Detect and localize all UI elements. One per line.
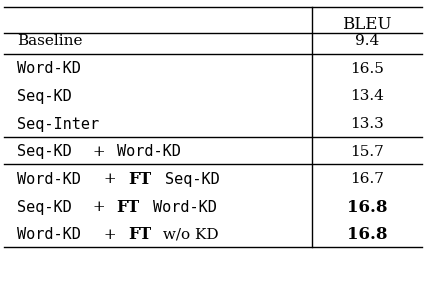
Text: FT: FT [128, 226, 151, 243]
Text: 9.4: 9.4 [354, 34, 379, 48]
Text: 16.8: 16.8 [346, 198, 387, 216]
Text: Word-KD: Word-KD [17, 61, 81, 76]
Text: Word-KD: Word-KD [17, 227, 81, 242]
Text: 13.4: 13.4 [350, 90, 384, 103]
Text: Word-KD: Word-KD [17, 172, 81, 187]
Text: +: + [99, 173, 122, 186]
Text: 16.7: 16.7 [350, 173, 384, 186]
Text: Seq-KD: Seq-KD [165, 172, 219, 187]
Text: Seq-KD: Seq-KD [17, 200, 72, 215]
Text: Seq-KD: Seq-KD [17, 144, 72, 159]
Text: 16.5: 16.5 [350, 62, 384, 76]
Text: +: + [99, 228, 122, 242]
Text: FT: FT [117, 198, 140, 216]
Text: Word-KD: Word-KD [117, 144, 181, 159]
Text: 16.8: 16.8 [346, 226, 387, 243]
Text: FT: FT [128, 171, 151, 188]
Text: Baseline: Baseline [17, 34, 82, 48]
Text: Seq-Inter: Seq-Inter [17, 117, 99, 132]
Text: +: + [88, 145, 110, 159]
Text: Word-KD: Word-KD [153, 200, 217, 215]
Text: w/o KD: w/o KD [158, 228, 219, 242]
Text: 13.3: 13.3 [350, 117, 384, 131]
Text: BLEU: BLEU [342, 16, 391, 33]
Text: 15.7: 15.7 [350, 145, 384, 159]
Text: +: + [88, 200, 110, 214]
Text: Seq-KD: Seq-KD [17, 89, 72, 104]
